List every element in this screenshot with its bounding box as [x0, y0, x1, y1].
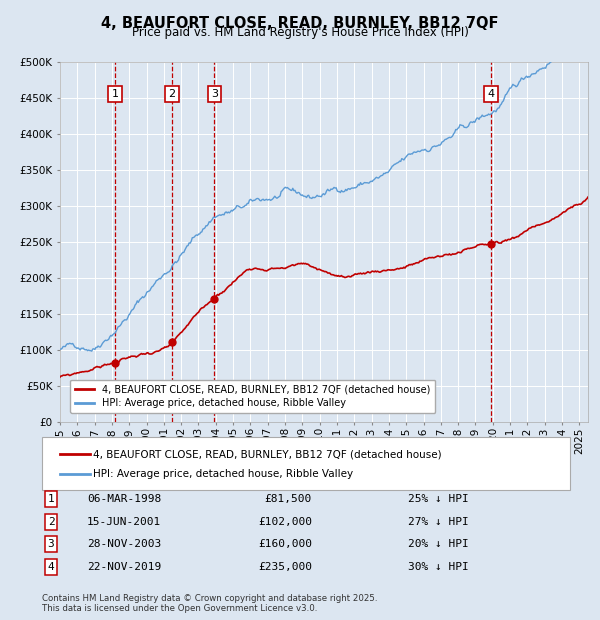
Text: £102,000: £102,000	[258, 517, 312, 527]
Text: 2: 2	[47, 517, 55, 527]
Text: 3: 3	[47, 539, 55, 549]
Legend: 4, BEAUFORT CLOSE, READ, BURNLEY, BB12 7QF (detached house), HPI: Average price,: 4, BEAUFORT CLOSE, READ, BURNLEY, BB12 7…	[70, 379, 436, 413]
Text: 1: 1	[47, 494, 55, 504]
Text: 28-NOV-2003: 28-NOV-2003	[87, 539, 161, 549]
Text: 25% ↓ HPI: 25% ↓ HPI	[408, 494, 469, 504]
Text: 4: 4	[487, 89, 494, 99]
Text: 1: 1	[112, 89, 119, 99]
Text: 2: 2	[168, 89, 175, 99]
Text: 22-NOV-2019: 22-NOV-2019	[87, 562, 161, 572]
Text: 15-JUN-2001: 15-JUN-2001	[87, 517, 161, 527]
Text: Contains HM Land Registry data © Crown copyright and database right 2025.
This d: Contains HM Land Registry data © Crown c…	[42, 594, 377, 613]
Text: Price paid vs. HM Land Registry's House Price Index (HPI): Price paid vs. HM Land Registry's House …	[131, 26, 469, 39]
Text: HPI: Average price, detached house, Ribble Valley: HPI: Average price, detached house, Ribb…	[93, 469, 353, 479]
Text: 20% ↓ HPI: 20% ↓ HPI	[408, 539, 469, 549]
Text: £81,500: £81,500	[265, 494, 312, 504]
Text: £160,000: £160,000	[258, 539, 312, 549]
Text: 27% ↓ HPI: 27% ↓ HPI	[408, 517, 469, 527]
Text: 30% ↓ HPI: 30% ↓ HPI	[408, 562, 469, 572]
Text: 4, BEAUFORT CLOSE, READ, BURNLEY, BB12 7QF: 4, BEAUFORT CLOSE, READ, BURNLEY, BB12 7…	[101, 16, 499, 30]
Text: 3: 3	[211, 89, 218, 99]
Text: 4: 4	[47, 562, 55, 572]
Text: 06-MAR-1998: 06-MAR-1998	[87, 494, 161, 504]
Text: 4, BEAUFORT CLOSE, READ, BURNLEY, BB12 7QF (detached house): 4, BEAUFORT CLOSE, READ, BURNLEY, BB12 7…	[93, 450, 442, 459]
Text: £235,000: £235,000	[258, 562, 312, 572]
